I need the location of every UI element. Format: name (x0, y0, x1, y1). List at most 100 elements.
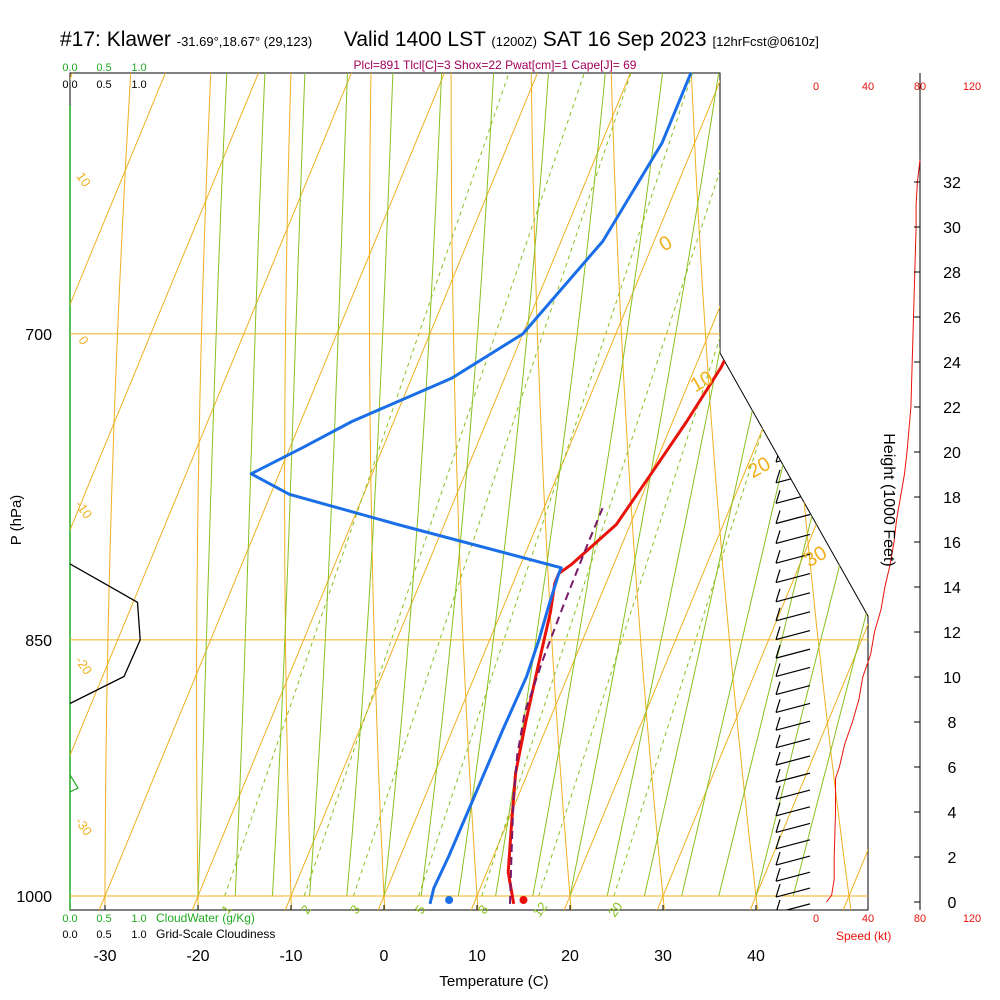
wind-barb (775, 802, 811, 817)
cloudiness-tick-top: 0.0 (62, 79, 77, 91)
speed-tick-label-bottom: 0 (813, 913, 819, 925)
moist-adiabat-line (755, 73, 868, 897)
y-axis-label: P (hPa) (8, 495, 25, 546)
wind-barb (775, 188, 811, 203)
dewpoint-line (249, 73, 868, 905)
chart-indices: Plcl=891 Tlcl[C]=3 Shox=22 Pwat[cm]=1 Ca… (353, 58, 637, 72)
temperature-tick-label: 30 (654, 948, 672, 965)
wind-barb (775, 663, 811, 678)
dry-adiabat-line (70, 73, 204, 910)
moist-adiabat-line (718, 73, 868, 897)
height-tick-label: 14 (943, 580, 961, 597)
surface-dewpoint-marker (445, 896, 454, 904)
cloudwater-tick-bottom: 0.0 (62, 913, 77, 925)
valid-zulu: (1200Z) (491, 34, 537, 49)
valid-time: Valid 1400 LST (343, 28, 486, 51)
dry-adiabat-line (70, 73, 79, 910)
wind-barb (775, 644, 811, 659)
isotherm-label: 10 (687, 367, 717, 397)
cloudiness-tick-bottom: 0.5 (96, 929, 111, 941)
adiabat-label: -10 (72, 497, 95, 521)
wind-barb (775, 318, 811, 333)
moist-adiabat-line (271, 73, 407, 897)
wind-barb (775, 448, 811, 463)
mixing-ratio-line (303, 73, 797, 897)
dry-adiabat-line (450, 73, 517, 910)
speed-tick-label-bottom: 40 (862, 913, 874, 925)
wind-barb (775, 340, 811, 355)
mixing-ratio-label: 20 (605, 899, 626, 919)
temperature-tick-label: 0 (380, 948, 389, 965)
isotherm-line (563, 73, 868, 910)
mixing-ratio-line (538, 73, 868, 897)
wind-barb (775, 835, 811, 850)
wind-barb (775, 607, 811, 622)
isotherm-grid (70, 73, 868, 910)
wind-barbs (775, 112, 811, 910)
mixing-ratio-grid (224, 73, 868, 897)
speed-tick-label-top: 80 (914, 81, 926, 93)
height-tick-label: 18 (943, 490, 961, 507)
isotherm-line (70, 73, 868, 910)
station-coords: -31.69°,18.67° (29,123) (176, 34, 313, 49)
isotherm-line (70, 73, 635, 910)
speed-profile (826, 159, 921, 903)
height-tick-label: 12 (943, 625, 961, 642)
cloudiness-tick-bottom: 1.0 (131, 929, 146, 941)
cloudwater-tick-top: 1.0 (131, 62, 146, 74)
cloudiness-label: Grid-Scale Cloudiness (156, 927, 275, 941)
cloudwater-label: CloudWater (g/Kg) (156, 911, 255, 925)
mixing-ratio-line (352, 73, 841, 897)
moist-adiabat-line (346, 73, 480, 897)
mixing-ratio-label: 2 (298, 902, 314, 917)
isotherm-line (470, 73, 868, 910)
isotherm-label: 0 (656, 232, 677, 257)
plot-border (69, 72, 869, 911)
wind-barb (775, 699, 811, 714)
isotherm-line (284, 73, 868, 910)
isotherm-line (70, 73, 728, 910)
height-tick-label: 16 (943, 535, 961, 552)
wind-barb (775, 716, 811, 731)
plot-frame (69, 72, 921, 911)
cloudwater-tick-top: 0.5 (96, 62, 111, 74)
height-tick-label: 24 (943, 355, 961, 372)
adiabat-label: -30 (72, 814, 95, 838)
moist-adiabat-line (569, 73, 847, 897)
wind-barb (775, 549, 811, 564)
adiabat-label: -20 (72, 653, 95, 677)
moist-adiabat-line (532, 73, 760, 897)
pressure-tick-label: 850 (25, 633, 52, 650)
height-tick-label: 2 (948, 850, 957, 867)
height-tick-label: 22 (943, 400, 961, 417)
forecast-run: [12hrFcst@0610z] (712, 34, 819, 49)
adiabat-label: 10 (73, 169, 94, 189)
temperature-tick-label: -30 (93, 948, 116, 965)
height-tick-label: 26 (943, 310, 961, 327)
mixing-ratio-label: 5 (412, 902, 428, 917)
isotherm-line (70, 73, 542, 910)
wind-barb (775, 851, 811, 866)
moist-adiabat-line (197, 73, 345, 897)
adiabat-label: 0 (75, 333, 91, 348)
isotherm-label: 30 (801, 542, 831, 572)
height-tick-label: 6 (948, 760, 957, 777)
wind-barb (775, 363, 811, 377)
cloudiness-tick-top: 1.0 (131, 79, 146, 91)
cloudwater-tick-top: 0.0 (62, 62, 77, 74)
moist-adiabat-line (383, 73, 522, 897)
speed-axis-label: Speed (kt) (836, 929, 891, 943)
temperature-tick-label: 20 (561, 948, 579, 965)
height-tick-label: 30 (943, 220, 961, 237)
cloudiness-line (70, 563, 141, 705)
temperature-tick-label: 40 (747, 948, 765, 965)
cloudwater-line (70, 774, 79, 793)
mixing-ratio-label: 12 (530, 899, 551, 919)
dry-adiabat-line (529, 73, 580, 910)
wind-barb (775, 883, 811, 898)
cloudiness-tick-top: 0.5 (96, 79, 111, 91)
height-tick-label: 0 (948, 895, 957, 912)
dry-adiabat-grid (70, 73, 868, 910)
pressure-tick-label: 700 (25, 327, 52, 344)
